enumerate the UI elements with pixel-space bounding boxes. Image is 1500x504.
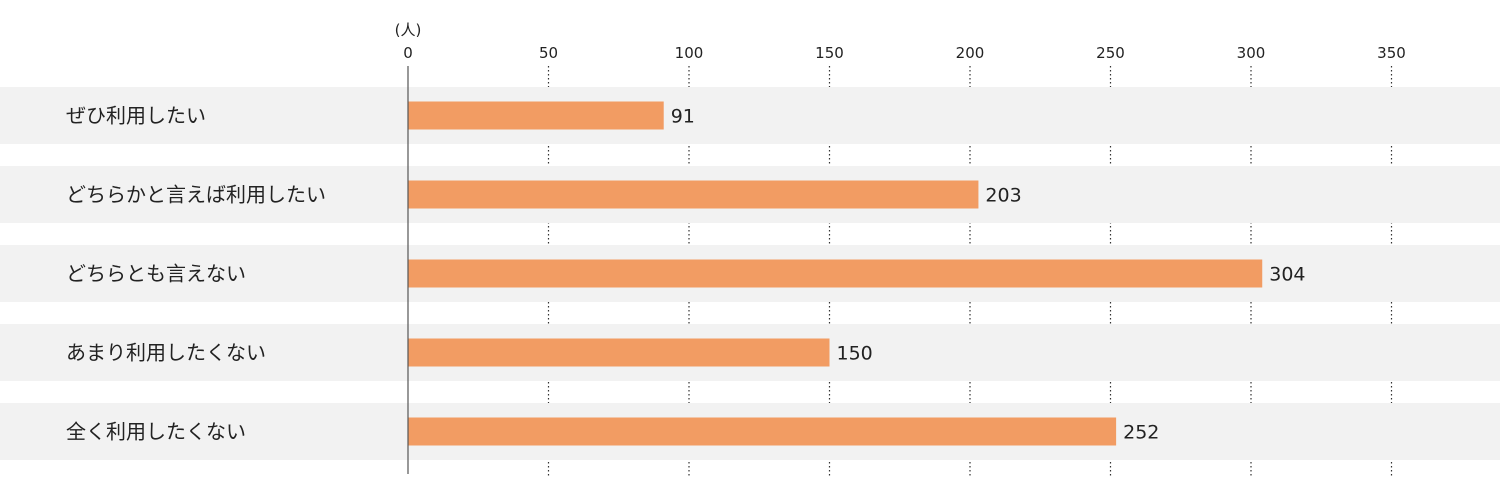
category-label: どちらかと言えば利用したい [66, 183, 326, 207]
value-label: 150 [837, 343, 873, 365]
value-label: 304 [1269, 264, 1305, 286]
value-label: 252 [1123, 422, 1159, 444]
bar [408, 417, 1117, 446]
x-tick-label: 0 [403, 44, 413, 62]
category-label: あまり利用したくない [66, 341, 266, 365]
category-label: ぜひ利用したい [66, 104, 206, 128]
bar [408, 338, 830, 367]
value-label: 91 [671, 106, 695, 128]
bar [408, 259, 1263, 288]
x-tick-label: 50 [539, 44, 558, 62]
bars [408, 101, 1263, 446]
unit-label: (人) [395, 21, 422, 39]
bar [408, 101, 664, 130]
category-label: どちらとも言えない [66, 262, 246, 286]
value-labels: 91 203 304 150 252 [671, 106, 1306, 444]
x-tick-labels: 0 50 100 150 200 250 300 350 [403, 44, 1406, 62]
x-tick-label: 200 [956, 44, 985, 62]
x-tick-label: 150 [815, 44, 844, 62]
category-labels: ぜひ利用したいどちらかと言えば利用したいどちらとも言えないあまり利用したくない全… [66, 104, 326, 444]
category-label: 全く利用したくない [66, 420, 246, 444]
x-tick-label: 350 [1377, 44, 1406, 62]
value-label: 203 [985, 185, 1021, 207]
x-tick-label: 250 [1096, 44, 1125, 62]
bar [408, 180, 979, 209]
x-tick-label: 300 [1237, 44, 1266, 62]
x-tick-label: 100 [675, 44, 704, 62]
